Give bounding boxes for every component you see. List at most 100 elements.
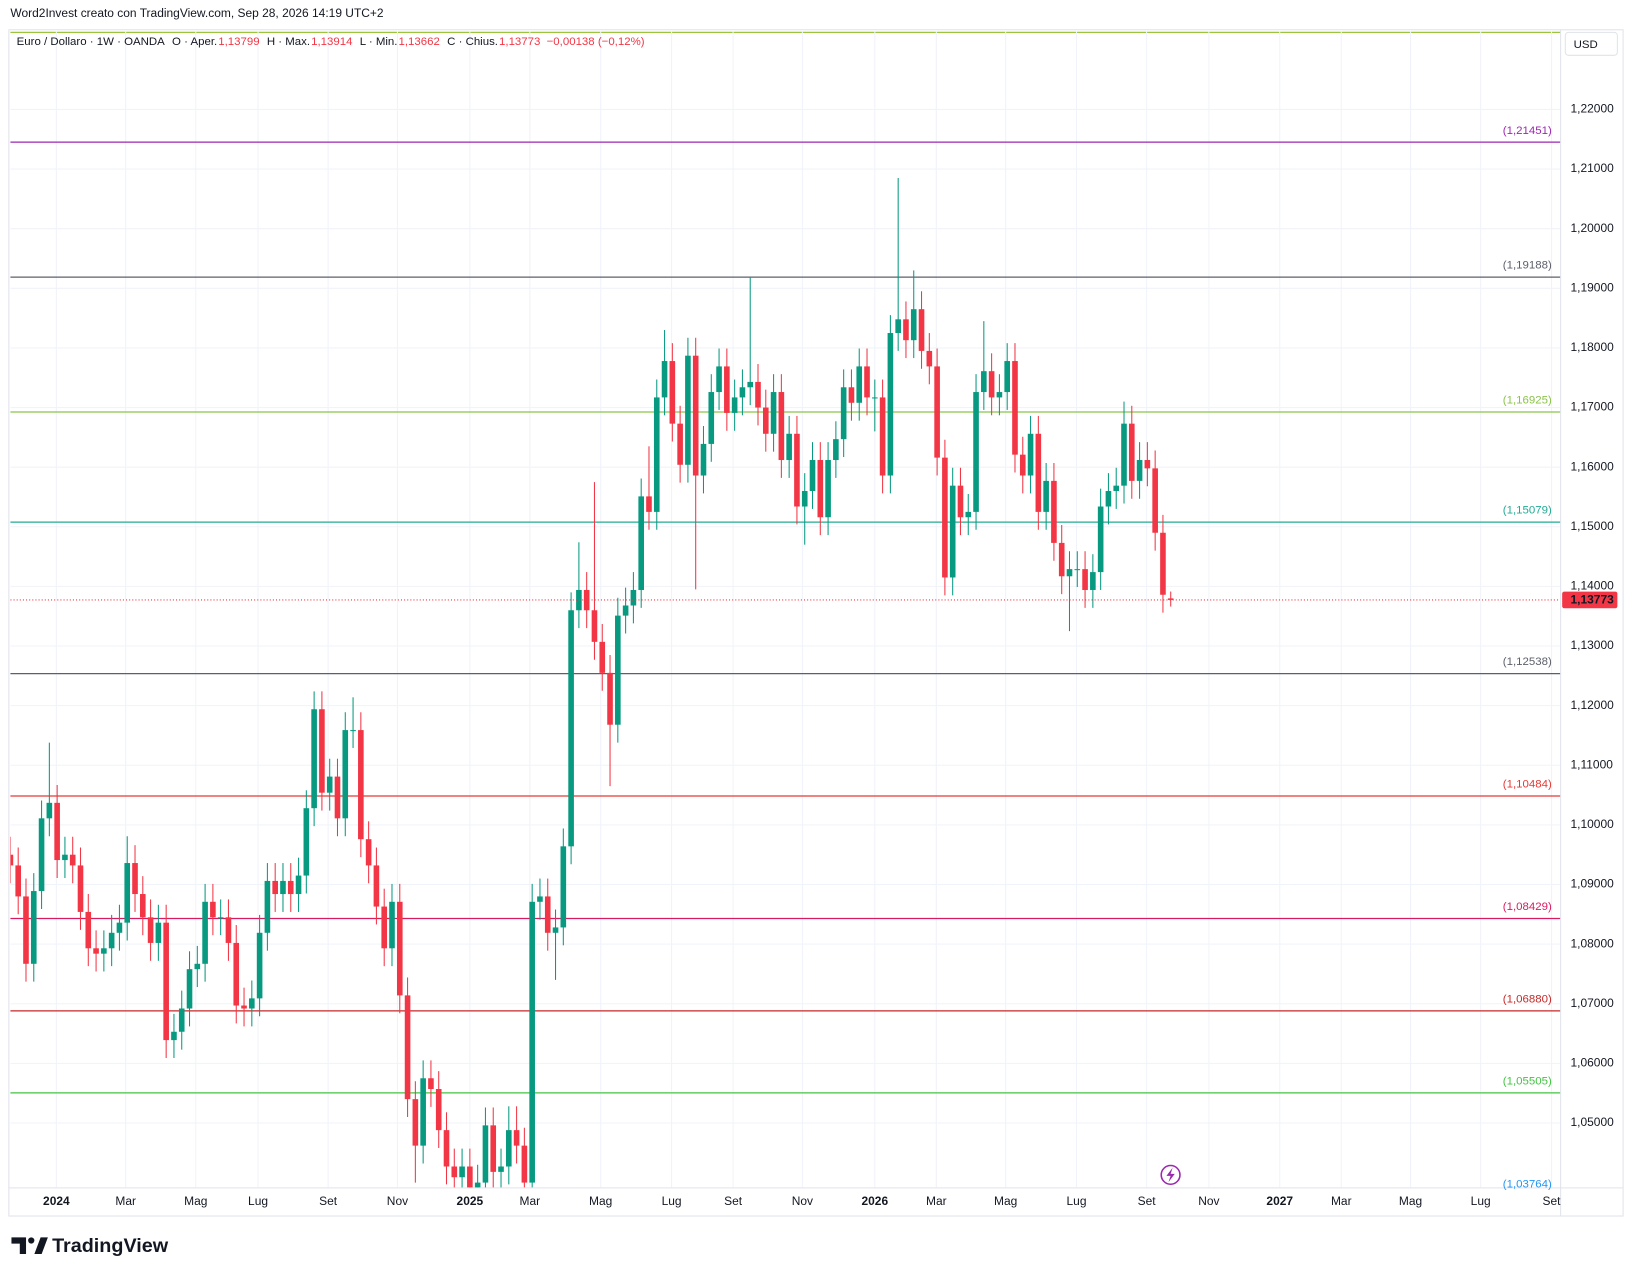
candle-body bbox=[178, 1008, 185, 1032]
candle-body bbox=[537, 896, 543, 902]
x-tick-label: Nov bbox=[1198, 1194, 1219, 1208]
candle-body bbox=[794, 433, 800, 507]
candle-body bbox=[965, 511, 972, 518]
candle-body bbox=[1097, 506, 1104, 573]
legend-symbol: Euro / Dollaro · 1W · OANDA bbox=[17, 36, 165, 48]
candle-body bbox=[731, 397, 738, 413]
y-tick-label: 1,07000 bbox=[1571, 996, 1615, 1010]
y-tick-label: 1,06000 bbox=[1571, 1056, 1615, 1070]
candle-body bbox=[1035, 433, 1042, 512]
candle-body bbox=[653, 397, 660, 512]
legend-field-value: 1,13773 bbox=[499, 36, 540, 48]
candle-body bbox=[54, 802, 60, 861]
candle-body bbox=[1160, 532, 1166, 595]
event-bolt bbox=[1166, 1167, 1175, 1183]
level-label: (1,15079) bbox=[1503, 505, 1552, 517]
x-tick-label: Mar bbox=[115, 1194, 136, 1208]
x-tick-label: Mag bbox=[994, 1194, 1017, 1208]
candle-body bbox=[786, 433, 792, 461]
candle-body bbox=[280, 880, 286, 895]
candle-body bbox=[576, 589, 582, 611]
candle-body bbox=[443, 1130, 450, 1167]
candle-body bbox=[708, 392, 715, 444]
currency: USD bbox=[1574, 39, 1598, 51]
candle-body bbox=[62, 854, 68, 861]
candle-body bbox=[1051, 480, 1057, 543]
x-tick-label: Set bbox=[319, 1194, 338, 1208]
candle-body bbox=[607, 672, 613, 725]
candle-body bbox=[918, 309, 925, 351]
candle-body bbox=[108, 932, 115, 949]
candle-body bbox=[334, 776, 341, 819]
candle-body bbox=[544, 896, 551, 933]
y-tick-label: 1,09000 bbox=[1571, 877, 1615, 891]
candle-body bbox=[661, 361, 668, 398]
legend-change: −0,00138 (−0,12%) bbox=[547, 36, 645, 48]
candle-body bbox=[1090, 572, 1096, 590]
candle-body bbox=[1128, 423, 1135, 481]
level-label: (1,06880) bbox=[1503, 993, 1552, 1005]
candle-body bbox=[225, 917, 232, 943]
candle-body bbox=[311, 709, 317, 809]
candle-body bbox=[864, 366, 870, 398]
candle-body bbox=[389, 901, 395, 949]
level-label: (1,10484) bbox=[1503, 779, 1552, 791]
grid bbox=[10, 31, 1561, 1188]
candle-body bbox=[1121, 423, 1127, 486]
candle-body bbox=[1004, 361, 1010, 393]
candle-body bbox=[46, 802, 53, 819]
candle-body bbox=[217, 917, 224, 919]
candle-body bbox=[474, 1182, 481, 1188]
x-tick-label: Nov bbox=[792, 1194, 813, 1208]
level-label: (1,21451) bbox=[1503, 125, 1552, 137]
candle-body bbox=[762, 407, 769, 434]
candle-body bbox=[809, 460, 816, 492]
legend-field-label: L · Min. bbox=[360, 36, 398, 48]
candle-body bbox=[747, 381, 754, 388]
candle-body bbox=[895, 319, 901, 334]
candle-body bbox=[1152, 468, 1158, 533]
candle-body bbox=[848, 387, 855, 403]
y-tick-label: 1,15000 bbox=[1571, 519, 1615, 533]
candle-body bbox=[638, 496, 644, 590]
candle-body bbox=[264, 880, 271, 933]
candle-body bbox=[435, 1088, 442, 1131]
y-tick-label: 1,10000 bbox=[1571, 817, 1615, 831]
candle-body bbox=[521, 1145, 528, 1183]
candle-body bbox=[498, 1166, 504, 1172]
x-tick-label: 2025 bbox=[457, 1194, 484, 1208]
level-label: (1,03764) bbox=[1503, 1178, 1552, 1190]
candle-body bbox=[295, 875, 302, 895]
y-tick-label: 1,14000 bbox=[1571, 579, 1615, 593]
candle-body bbox=[124, 863, 131, 923]
x-tick-label: Mag bbox=[1399, 1194, 1422, 1208]
candle-body bbox=[459, 1166, 465, 1178]
candle-body bbox=[482, 1125, 489, 1183]
currency-box[interactable] bbox=[1564, 31, 1618, 56]
y-tick-label: 1,20000 bbox=[1571, 221, 1615, 235]
candle-body bbox=[568, 610, 574, 847]
level-label: (1,16925) bbox=[1503, 395, 1552, 407]
x-tick-label: Mag bbox=[184, 1194, 207, 1208]
y-tick-label: 1,22000 bbox=[1571, 102, 1615, 116]
candle-body bbox=[724, 366, 730, 413]
x-tick-label: Lug bbox=[1471, 1194, 1491, 1208]
candle-body bbox=[1027, 433, 1034, 476]
x-tick-label: 2026 bbox=[861, 1194, 888, 1208]
x-tick-label: Lug bbox=[248, 1194, 268, 1208]
level-label: (1,19188) bbox=[1503, 260, 1552, 272]
candle-body bbox=[287, 880, 294, 895]
candle-body bbox=[319, 709, 325, 793]
event-icon[interactable] bbox=[1160, 1164, 1181, 1186]
candle-body bbox=[396, 901, 403, 996]
candle-body bbox=[451, 1166, 458, 1178]
candle-body bbox=[85, 911, 92, 949]
candle-body bbox=[615, 615, 621, 725]
candle-body bbox=[942, 457, 948, 578]
candles bbox=[10, 178, 1561, 1188]
brand-name: TradingView bbox=[52, 1235, 169, 1257]
legend-field-value: 1,13799 bbox=[218, 36, 259, 48]
candle-body bbox=[233, 942, 240, 1006]
